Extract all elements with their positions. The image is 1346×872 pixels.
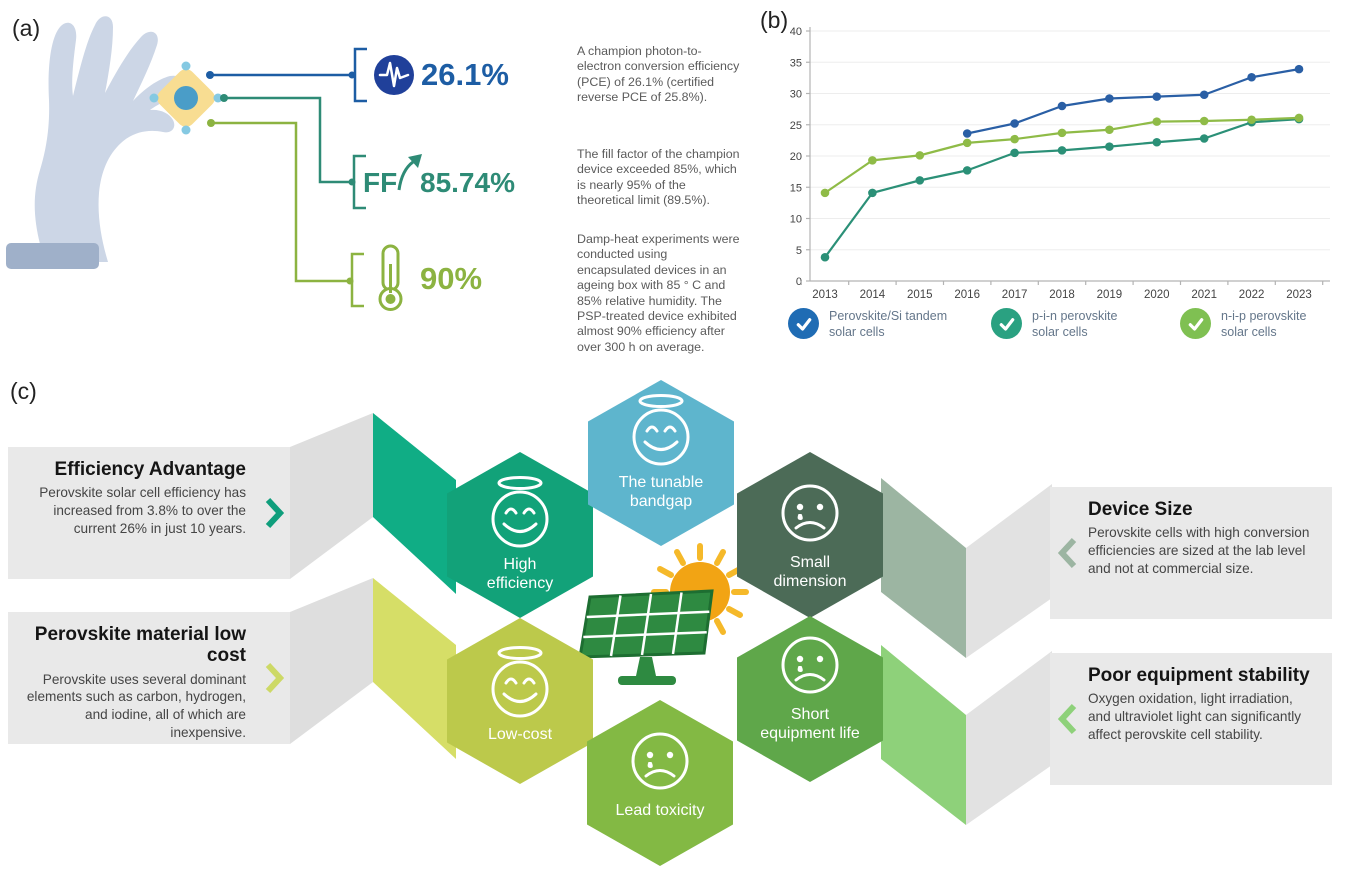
efficiency-line-chart: 0 5 10 15 20 25 30 35 40 2013 2014 2015 2016 2017 2018… [790, 26, 1330, 301]
box-body: Perovskite cells with high conversion ef… [1088, 525, 1310, 576]
sad-face-icon [631, 732, 689, 790]
check-circle-icon [1180, 308, 1211, 339]
box-body: Perovskite uses several dominant element… [26, 671, 246, 740]
solar-panel-sun-icon [578, 543, 749, 685]
check-circle-icon [788, 308, 819, 339]
svg-text:2014: 2014 [860, 289, 886, 301]
svg-text:15: 15 [790, 182, 802, 194]
svg-text:5: 5 [796, 245, 802, 257]
box-title: Efficiency Advantage [54, 459, 246, 480]
panel-a-label: (a) [12, 15, 41, 41]
rising-arrow-icon [397, 154, 422, 191]
box-material-low-cost: Perovskite material low cost Perovskite … [8, 612, 290, 744]
happy-face-icon [491, 476, 549, 548]
panel-c-label: (c) [10, 378, 37, 404]
sad-face-icon [781, 484, 839, 542]
solar-panel-icon [578, 589, 714, 685]
hexagon-label: Small dimension [773, 554, 847, 591]
check-circle-icon [991, 308, 1022, 339]
connector-ff [224, 96, 352, 184]
svg-text:2021: 2021 [1191, 289, 1217, 301]
legend-label: Perovskite/Si tandem solar cells [829, 309, 948, 340]
chevron-right-icon [265, 497, 284, 529]
chevron-left-icon [1058, 703, 1077, 735]
svg-text:10: 10 [790, 214, 802, 226]
stability-description: Damp-heat experiments were conducted usi… [577, 232, 740, 354]
svg-text:25: 25 [790, 120, 802, 132]
ff-value: 85.74% [420, 167, 515, 198]
panel-b-label: (b) [760, 7, 789, 33]
legend-item-tandem: Perovskite/Si tandem solar cells [788, 308, 951, 341]
hexagon-low-cost: Low-cost [447, 618, 593, 784]
pce-value: 26.1% [421, 57, 509, 92]
legend-item-nip: n-i-p perovskite solar cells [1180, 308, 1329, 341]
svg-text:30: 30 [790, 89, 802, 101]
hexagon-label: Short equipment life [760, 706, 860, 743]
connector-stability [211, 121, 350, 283]
hand-silhouette [34, 16, 183, 262]
legend-item-pin: p-i-n perovskite solar cells [991, 308, 1140, 341]
box-device-size: Device Size Perovskite cells with high c… [1050, 487, 1332, 619]
svg-text:0: 0 [796, 276, 802, 288]
bracket-ff [352, 154, 366, 210]
bracket-stability [350, 252, 364, 308]
happy-face-icon [491, 646, 549, 718]
hexagon-label: High efficiency [486, 556, 554, 593]
hexagon-lead-toxicity: Lead toxicity [587, 700, 733, 866]
hexagon-label: Low-cost [487, 726, 553, 743]
svg-text:2015: 2015 [907, 289, 933, 301]
box-body: Perovskite solar cell efficiency has inc… [39, 485, 246, 536]
svg-text:2022: 2022 [1239, 289, 1265, 301]
box-title: Device Size [1088, 499, 1193, 520]
hexagon-short-equipment-life: Short equipment life [737, 616, 883, 782]
svg-text:2019: 2019 [1097, 289, 1123, 301]
svg-text:2020: 2020 [1144, 289, 1170, 301]
svg-text:35: 35 [790, 57, 802, 69]
hexagon-label: The tunable bandgap [618, 474, 704, 511]
sad-face-icon [781, 636, 839, 694]
bracket-pce [353, 47, 367, 103]
svg-text:2023: 2023 [1286, 289, 1312, 301]
thermometer-icon [378, 244, 403, 311]
svg-text:20: 20 [790, 151, 802, 163]
chevron-left-icon [1058, 537, 1077, 569]
chart-legend: Perovskite/Si tandem solar cells p-i-n p… [788, 308, 1329, 341]
hexagon-label: Lead toxicity [615, 802, 705, 819]
legend-label: n-i-p perovskite solar cells [1221, 309, 1307, 340]
svg-text:2016: 2016 [954, 289, 980, 301]
stability-value: 90% [420, 261, 483, 296]
ff-description: The fill factor of the champion device e… [577, 147, 740, 208]
box-title: Poor equipment stability [1088, 665, 1310, 686]
pulse-icon [374, 55, 414, 95]
pce-description: A champion photon-to-electron conversion… [577, 44, 740, 105]
hand-cuff [6, 243, 99, 269]
chevron-right-icon [265, 662, 284, 694]
svg-text:2018: 2018 [1049, 289, 1075, 301]
hand-cell-illustration [6, 16, 422, 311]
box-poor-equipment-stability: Poor equipment stability Oxygen oxidatio… [1050, 653, 1332, 785]
svg-text:40: 40 [790, 26, 802, 38]
svg-text:2013: 2013 [812, 289, 838, 301]
box-title: Perovskite material low cost [34, 624, 246, 667]
svg-text:2017: 2017 [1002, 289, 1028, 301]
box-body: Oxygen oxidation, light irradiation, and… [1088, 691, 1302, 742]
happy-face-icon [632, 394, 690, 466]
legend-label: p-i-n perovskite solar cells [1032, 309, 1118, 340]
ff-prefix: FF [363, 167, 398, 198]
box-efficiency-advantage: Efficiency Advantage Perovskite solar ce… [8, 447, 290, 579]
